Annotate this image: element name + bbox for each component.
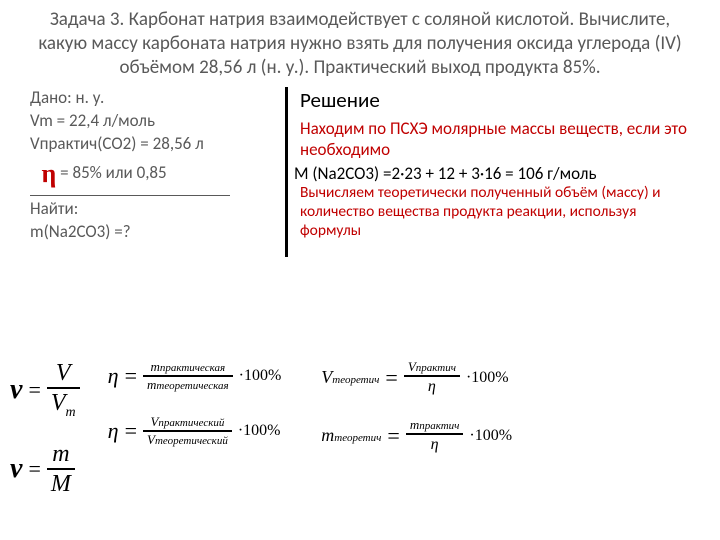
fraction-v-vm: V Vm <box>47 360 80 421</box>
solution-step1: Находим по ПСХЭ молярные массы веществ, … <box>300 118 690 161</box>
mtheor-eq: mтеоретич = mпрактич η ·100% <box>321 418 512 454</box>
find-what: m(Na2CO3) =? <box>30 221 285 244</box>
frac-den: M <box>47 471 75 497</box>
nu-symbol: ν <box>10 453 22 485</box>
eta-mass-eq: η = mпрактическая mтеоретическая ·100% <box>108 360 282 393</box>
vtheor-eq: Vтеоретич = Vпрактич η ·100% <box>321 360 512 396</box>
eta-symbol: η <box>108 363 119 389</box>
equals-sign: = <box>28 456 40 482</box>
times-100: ·100% <box>239 367 282 385</box>
solution-column: Решение Находим по ПСХЭ молярные массы в… <box>294 87 690 257</box>
fraction-mpr-mth: mпрактическая mтеоретическая <box>143 360 233 393</box>
fraction-m-M: m M <box>47 441 75 498</box>
solution-head: Решение <box>300 87 690 113</box>
equals-sign: = <box>125 363 137 389</box>
frac-den: η <box>424 378 440 396</box>
given-vpractical: Vпрактич(СО2) = 28,56 л <box>30 133 285 156</box>
problem-title: Задача 3. Карбонат натрия взаимодействуе… <box>30 8 690 79</box>
frac-bar <box>47 468 75 470</box>
times-100: ·100% <box>238 422 281 440</box>
equals-sign: = <box>28 377 40 403</box>
frac-den: Vтеоретический <box>143 433 232 447</box>
solution-step2: Вычисляем теоретически полученный объём … <box>300 184 690 240</box>
given-column: Дано: н. у. Vm = 22,4 л/моль Vпрактич(СО… <box>30 87 285 257</box>
frac-num: mпрактическая <box>146 360 229 374</box>
formulas-block: ν = V Vm ν = m M η = <box>10 360 710 497</box>
nu-eq-1: ν = V Vm <box>10 360 80 421</box>
frac-den: mтеоретическая <box>143 378 233 392</box>
frac-bar <box>406 433 464 435</box>
fraction-mpr-eta: mпрактич η <box>406 418 464 454</box>
times-100: ·100% <box>466 369 509 387</box>
given-eta: η = 85% или 0,85 <box>30 156 285 191</box>
nu-formulas: ν = V Vm ν = m M <box>10 360 80 497</box>
frac-den: η <box>427 436 443 454</box>
eta-value: = 85% или 0,85 <box>56 162 166 183</box>
v-theor-lhs: Vтеоретич <box>321 367 379 388</box>
frac-bar <box>404 375 460 377</box>
equals-sign: = <box>125 418 137 444</box>
find-head: Найти: <box>30 198 285 221</box>
eta-symbol: η <box>108 418 119 444</box>
molar-mass-line: M (Na2CO3) =2·23 + 12 + 3·16 = 106 г/мол… <box>294 164 690 184</box>
times-100: ·100% <box>469 427 512 445</box>
eta-icon: η <box>42 156 57 191</box>
nu-symbol: ν <box>10 374 22 406</box>
equals-sign: = <box>385 365 397 391</box>
frac-num: mпрактич <box>406 418 464 432</box>
frac-num: V <box>52 360 75 386</box>
given-vm: Vm = 22,4 л/моль <box>30 110 285 133</box>
frac-num: Vпрактич <box>404 360 460 374</box>
eta-formulas: η = mпрактическая mтеоретическая ·100% η… <box>108 360 282 447</box>
frac-bar <box>143 375 233 377</box>
slide: Задача 3. Карбонат натрия взаимодействуе… <box>0 0 720 540</box>
fraction-vpr-vth: Vпрактический Vтеоретический <box>143 415 232 448</box>
theoretical-formulas: Vтеоретич = Vпрактич η ·100% mтеоретич =… <box>321 360 512 454</box>
m-theor-lhs: mтеоретич <box>321 425 381 446</box>
given-head: Дано: н. у. <box>30 87 285 110</box>
divider-line <box>30 195 230 196</box>
frac-num: Vпрактический <box>146 415 228 429</box>
frac-num: m <box>48 441 73 467</box>
frac-bar <box>143 430 232 432</box>
fraction-vpr-eta: Vпрактич η <box>404 360 460 396</box>
nu-eq-2: ν = m M <box>10 441 80 498</box>
vertical-divider <box>285 87 288 257</box>
content-columns: Дано: н. у. Vm = 22,4 л/моль Vпрактич(СО… <box>30 87 690 257</box>
frac-bar <box>47 387 80 389</box>
equals-sign: = <box>387 423 399 449</box>
frac-den: Vm <box>47 390 80 420</box>
eta-volume-eq: η = Vпрактический Vтеоретический ·100% <box>108 415 282 448</box>
